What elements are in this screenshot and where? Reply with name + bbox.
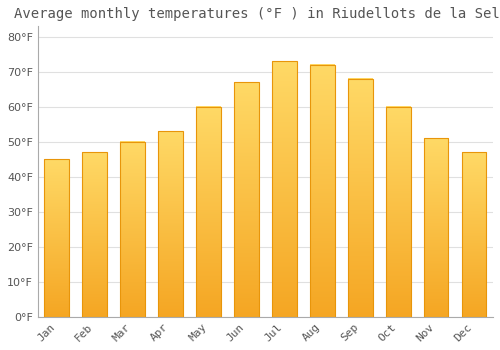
Bar — [82, 152, 107, 317]
Title: Average monthly temperatures (°F ) in Riudellots de la Selva: Average monthly temperatures (°F ) in Ri… — [14, 7, 500, 21]
Bar — [234, 82, 259, 317]
Bar — [424, 138, 448, 317]
Bar — [348, 79, 372, 317]
Bar — [158, 131, 183, 317]
Bar — [44, 159, 69, 317]
Bar — [462, 152, 486, 317]
Bar — [272, 61, 296, 317]
Bar — [386, 107, 410, 317]
Bar — [310, 65, 334, 317]
Bar — [196, 107, 221, 317]
Bar — [120, 142, 145, 317]
